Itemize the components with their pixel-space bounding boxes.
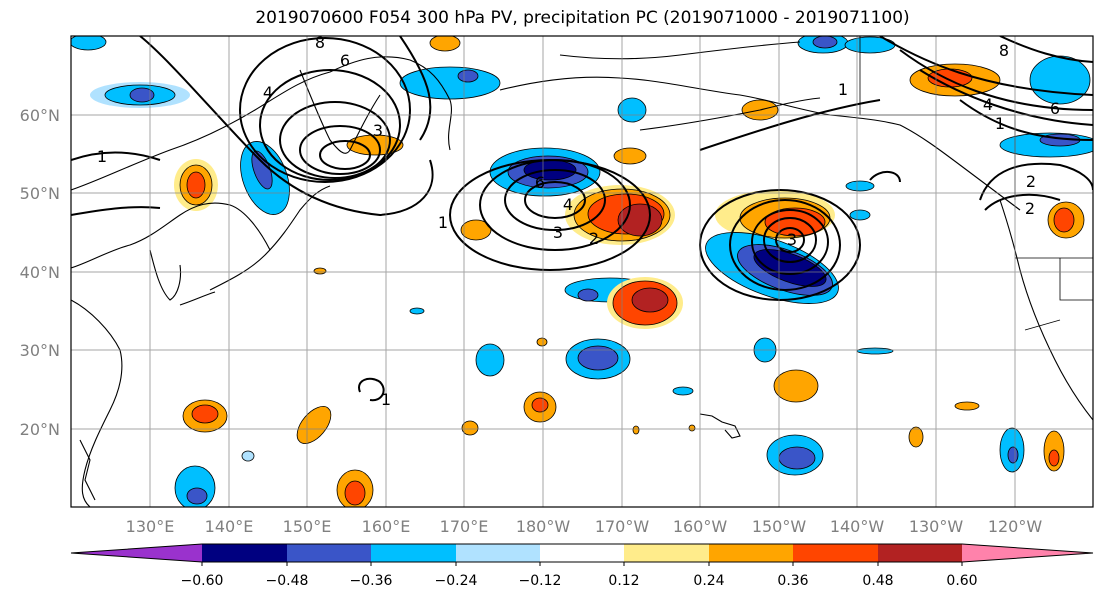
colorbar-segment [540, 544, 624, 562]
contour-label: 6 [535, 173, 545, 192]
colorbar [70, 543, 1094, 566]
graticule [71, 36, 1093, 507]
contour-label: 1 [838, 80, 848, 99]
precip-shading [71, 36, 1093, 507]
lon-label: 160°W [673, 517, 728, 536]
pv-contours [71, 36, 1093, 402]
lon-label: 160°E [362, 517, 411, 536]
lat-label: 30°N [20, 341, 60, 360]
colorbar-tick: −0.60 [181, 573, 224, 589]
lon-label: 170°W [595, 517, 650, 536]
lon-label: 120°W [988, 517, 1043, 536]
colorbar-tick: 0.36 [777, 573, 808, 589]
contour-label: 1 [97, 147, 107, 166]
colorbar-segment [371, 544, 456, 562]
lat-label: 40°N [20, 263, 60, 282]
lon-label: 140°E [205, 517, 254, 536]
colorbar-segment [624, 544, 709, 562]
colorbar-segment [202, 544, 287, 562]
lon-label: 140°W [830, 517, 885, 536]
colorbar-tick: −0.36 [350, 573, 393, 589]
map-title: 2019070600 F054 300 hPa PV, precipitatio… [255, 8, 910, 28]
lon-label: 180°W [516, 517, 571, 536]
colorbar-tick: 0.60 [946, 573, 977, 589]
contour-label: 4 [563, 195, 573, 214]
lat-label: 20°N [20, 420, 60, 439]
lon-label: 130°W [909, 517, 964, 536]
contour-label: 3 [373, 121, 383, 140]
contour-label: 1 [995, 114, 1005, 133]
lon-label: 130°E [126, 517, 175, 536]
contour-label: 8 [999, 41, 1009, 60]
colorbar-tick: 0.48 [862, 573, 893, 589]
colorbar-tick: −0.24 [435, 573, 478, 589]
lon-label: 170°E [440, 517, 489, 536]
colorbar-segment [71, 544, 202, 562]
contour-label: 2 [589, 229, 599, 248]
contour-label: 4 [983, 95, 993, 114]
contour-label: 6 [1050, 99, 1060, 118]
colorbar-segment [287, 544, 371, 562]
lat-label: 60°N [20, 106, 60, 125]
colorbar-segment [709, 544, 793, 562]
contour-label: 1 [438, 213, 448, 232]
contour-label: 3 [787, 230, 797, 249]
contour-label: 4 [263, 83, 273, 102]
colorbar-tick: 0.24 [693, 573, 724, 589]
lon-label: 150°E [283, 517, 332, 536]
colorbar-segment [793, 544, 878, 562]
lon-label: 150°W [752, 517, 807, 536]
contour-label: 3 [553, 223, 563, 242]
colorbar-tick: 0.12 [608, 573, 639, 589]
colorbar-segment [456, 544, 540, 562]
colorbar-ticks: −0.60 −0.48 −0.36 −0.24 −0.12 0.12 0.24 … [181, 573, 978, 589]
colorbar-segment [878, 544, 962, 562]
map-frame [70, 35, 1094, 508]
lat-label: 50°N [20, 184, 60, 203]
colorbar-tick: −0.48 [266, 573, 309, 589]
contour-label: 8 [315, 33, 325, 52]
contour-label: 6 [340, 51, 350, 70]
contour-labels: 8 6 4 3 1 6 4 3 2 1 8 6 4 2 1 1 3 2 1 [97, 33, 1060, 409]
lon-labels: 130°E 140°E 150°E 160°E 170°E 180°W 170°… [126, 517, 1043, 536]
contour-label: 1 [381, 390, 391, 409]
coastlines [71, 41, 1093, 507]
colorbar-tick: −0.12 [519, 573, 562, 589]
contour-label: 2 [1025, 199, 1035, 218]
contour-label: 2 [1026, 172, 1036, 191]
lat-labels: 60°N 50°N 40°N 30°N 20°N [20, 106, 60, 439]
colorbar-segment [962, 544, 1093, 562]
